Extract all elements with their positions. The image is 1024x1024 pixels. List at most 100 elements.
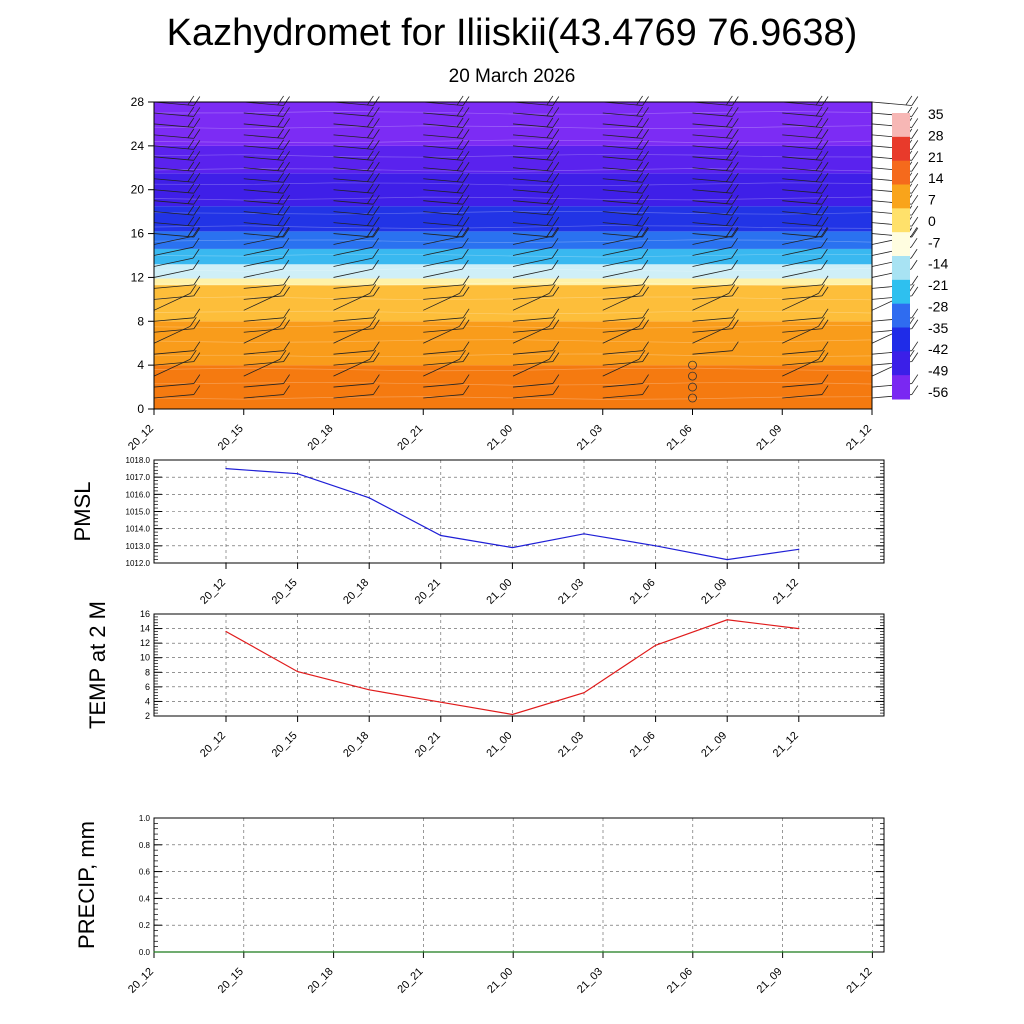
wind-barb-flag bbox=[552, 162, 560, 172]
wind-barb-flag bbox=[189, 349, 197, 360]
wind-barb-flag bbox=[283, 374, 290, 384]
wind-barb-flag bbox=[373, 352, 380, 362]
precip-panel: 0.0 0.2 0.4 0.6 0.8 1.0 20_12 20_15 20_18 20_21 21… bbox=[74, 814, 885, 996]
wind-barb-flag bbox=[911, 286, 919, 297]
wind-barb-flag bbox=[821, 194, 829, 205]
wind-barb-flag bbox=[367, 183, 374, 193]
wind-barb-flag bbox=[193, 151, 201, 161]
wind-barb bbox=[333, 325, 370, 344]
heatmap-band bbox=[154, 264, 872, 279]
wind-barb-flag bbox=[638, 284, 646, 294]
wind-barb bbox=[692, 178, 733, 183]
wind-barb-flag bbox=[462, 227, 470, 238]
wind-barb-flag bbox=[283, 162, 290, 172]
wind-barb bbox=[153, 156, 194, 161]
wind-barb-flag bbox=[277, 194, 284, 204]
wind-barb-flag bbox=[911, 173, 919, 183]
wind-barb bbox=[692, 211, 733, 216]
wind-barb bbox=[692, 134, 733, 139]
contour-line bbox=[153, 381, 873, 386]
y-tick-label: 12 bbox=[140, 638, 150, 648]
wind-barb-flag bbox=[815, 117, 823, 128]
wind-barb bbox=[333, 383, 374, 388]
wind-barb bbox=[692, 123, 733, 128]
wind-barb-flag bbox=[277, 117, 284, 128]
colorbar-label: 28 bbox=[928, 127, 944, 143]
temp-panel: 2 4 6 8 10 12 14 16 20_12 20_15 20_18 20_21 21_00 21_… bbox=[85, 601, 885, 760]
wind-barb bbox=[782, 268, 822, 278]
wind-barb-flag bbox=[552, 96, 560, 106]
wind-barb bbox=[423, 112, 464, 117]
wind-barb bbox=[333, 145, 374, 150]
wind-barb bbox=[782, 383, 823, 388]
precip-data-point bbox=[512, 951, 514, 953]
wind-barb-flag bbox=[193, 385, 201, 395]
wind-barb-flag bbox=[732, 173, 739, 183]
temp-data-point bbox=[440, 701, 442, 703]
wind-barb bbox=[692, 350, 733, 355]
wind-barb-flag bbox=[642, 341, 649, 351]
wind-barb bbox=[333, 112, 374, 117]
wind-barb bbox=[333, 358, 370, 377]
contour-line bbox=[153, 239, 873, 244]
wind-barb bbox=[243, 383, 284, 388]
wind-barb-flag bbox=[283, 96, 290, 106]
wind-barb-flag bbox=[277, 106, 284, 117]
wind-barb bbox=[423, 257, 463, 267]
wind-barb-flag bbox=[372, 259, 379, 270]
wind-barb-flag bbox=[726, 183, 733, 193]
wind-barb-flag bbox=[732, 96, 739, 106]
wind-barb-flag bbox=[373, 227, 380, 238]
wind-barb-flag bbox=[367, 95, 374, 106]
wind-barb-flag bbox=[283, 319, 290, 329]
y-tick-label: 0.4 bbox=[139, 894, 151, 903]
wind-barb-flag bbox=[462, 286, 470, 297]
wind-barb bbox=[602, 211, 643, 216]
wind-barb bbox=[243, 145, 284, 150]
wind-barb-flag bbox=[821, 308, 829, 319]
colorbar-segment bbox=[892, 375, 910, 400]
wind-barb bbox=[333, 178, 374, 183]
wind-barb-flag bbox=[456, 106, 464, 117]
wind-barb-flag bbox=[636, 183, 643, 193]
wind-barb-flag bbox=[818, 317, 825, 327]
wind-barb-flag bbox=[818, 349, 825, 360]
colorbar-segment bbox=[892, 208, 910, 233]
wind-barb-flag bbox=[728, 317, 736, 327]
colorbar-label: 7 bbox=[928, 192, 936, 208]
wind-barb-flag bbox=[546, 139, 554, 150]
wind-barb-flag bbox=[187, 106, 195, 117]
wind-barb-flag bbox=[373, 319, 380, 329]
wind-barb bbox=[602, 317, 643, 322]
wind-barb bbox=[512, 134, 553, 139]
x-tick-label: 21_00 bbox=[485, 966, 515, 996]
x-tick-label: 21_09 bbox=[755, 966, 785, 996]
contour-line bbox=[153, 253, 873, 258]
wind-barb-flag bbox=[552, 227, 560, 238]
wind-barb-flag bbox=[642, 129, 649, 139]
wind-barb bbox=[243, 101, 284, 106]
temp-data-point bbox=[798, 627, 800, 630]
wind-barb bbox=[512, 233, 553, 238]
wind-barb-flag bbox=[642, 286, 649, 297]
wind-barb bbox=[153, 189, 194, 194]
wind-barb bbox=[153, 358, 191, 377]
wind-barb-flag bbox=[283, 129, 290, 139]
wind-barb-flag bbox=[815, 172, 823, 182]
wind-barb-flag bbox=[277, 183, 284, 193]
wind-barb-flag bbox=[456, 205, 464, 215]
wind-barb bbox=[333, 167, 374, 172]
pmsl-data-point bbox=[583, 533, 585, 535]
wind-barb-flag bbox=[642, 385, 649, 395]
wind-barb-flag bbox=[277, 150, 284, 161]
wind-barb bbox=[782, 246, 822, 256]
wind-barb-flag bbox=[193, 194, 201, 205]
precip-y-axis-label: PRECIP, mm bbox=[74, 821, 99, 949]
wind-barb bbox=[243, 178, 284, 183]
wind-barb bbox=[602, 293, 640, 311]
wind-barb bbox=[243, 235, 283, 245]
wind-barb-flag bbox=[373, 173, 380, 183]
colorbar-segment bbox=[892, 160, 910, 185]
wind-barb bbox=[423, 328, 464, 333]
wind-barb-flag bbox=[373, 129, 380, 139]
